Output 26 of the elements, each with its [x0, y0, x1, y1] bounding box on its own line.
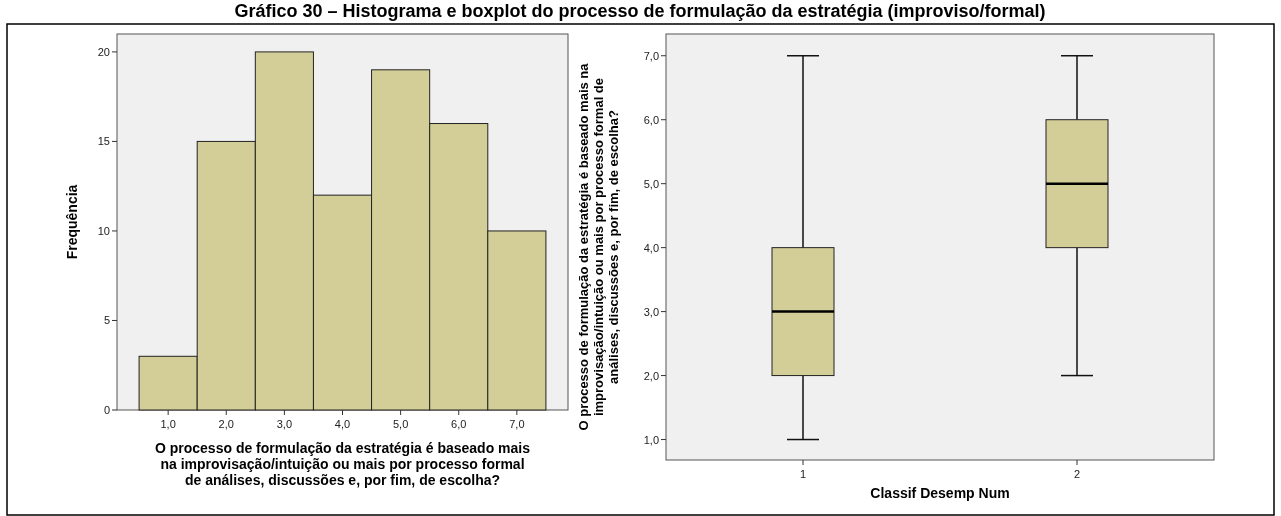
x-tick-label: 6,0	[451, 418, 467, 430]
x-axis-title: O processo de formulação da estratégia é baseado mais na improvisação/intuição ou mais por processo formal de análises, discussões e, por fim, de escolha?	[154, 440, 531, 488]
y-tick-label: 10	[97, 224, 110, 237]
y-tick-label: 3,0	[643, 305, 659, 318]
y-tick-label: 2,0	[643, 369, 659, 382]
x-tick-label: 4,0	[334, 418, 351, 430]
x-tick-label: 3,0	[276, 418, 293, 430]
y-tick-label: 15	[97, 135, 110, 148]
x-tick-label: 1	[799, 468, 807, 480]
y-axis-title: Frequência	[64, 184, 80, 260]
y-tick-label: 7,0	[643, 49, 659, 62]
x-axis-title: Classif Desemp Num	[870, 485, 1010, 501]
text: Gráfico 30 – Histograma e boxplot do processo de formulação da estratégia (improviso/formal)	[234, 1, 1046, 21]
y-tick-label: 6,0	[643, 113, 659, 126]
y-tick-label: 20	[97, 45, 110, 58]
y-tick-label: 0	[103, 404, 110, 416]
x-tick-label: 1,0	[160, 418, 176, 430]
y-axis-title: O processo de formulação da estratégia é baseado mais na improvisação/intuição ou mais por processo formal de análises, discussões e, por fim, de escolha?	[576, 62, 621, 431]
x-tick-label: 7,0	[509, 418, 525, 430]
y-tick-label: 5	[103, 314, 110, 327]
x-tick-label: 2,0	[218, 418, 234, 430]
y-tick-label: 4,0	[643, 241, 659, 254]
y-tick-label: 1,0	[643, 433, 659, 446]
y-tick-label: 5,0	[643, 177, 659, 190]
x-tick-label: 2	[1073, 468, 1081, 480]
x-tick-label: 5,0	[392, 418, 409, 430]
